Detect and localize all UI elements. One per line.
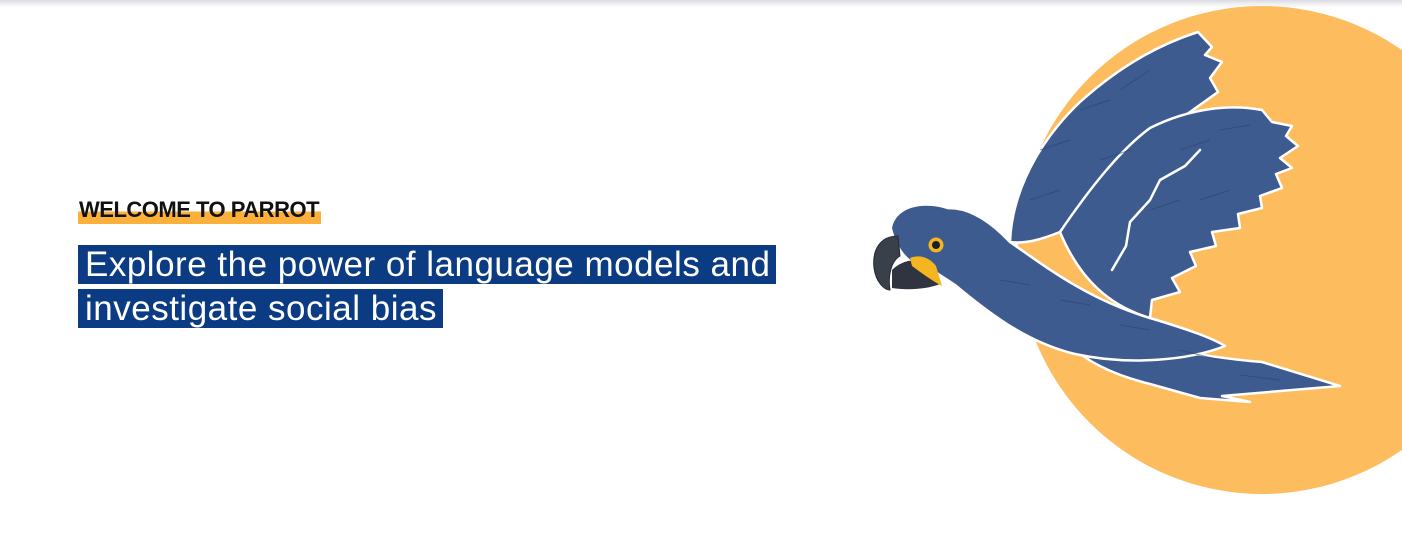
hero-illustration xyxy=(850,0,1402,555)
welcome-eyebrow: WELCOME TO PARROT xyxy=(78,196,322,224)
parrot-icon xyxy=(873,30,1342,404)
hero-headline: Explore the power of language models and… xyxy=(78,243,798,331)
feather-texture xyxy=(999,69,1281,381)
top-edge-shadow xyxy=(0,0,1402,8)
illustration-svg xyxy=(873,6,1402,494)
hero-headline-text: Explore the power of language models and… xyxy=(78,245,777,328)
